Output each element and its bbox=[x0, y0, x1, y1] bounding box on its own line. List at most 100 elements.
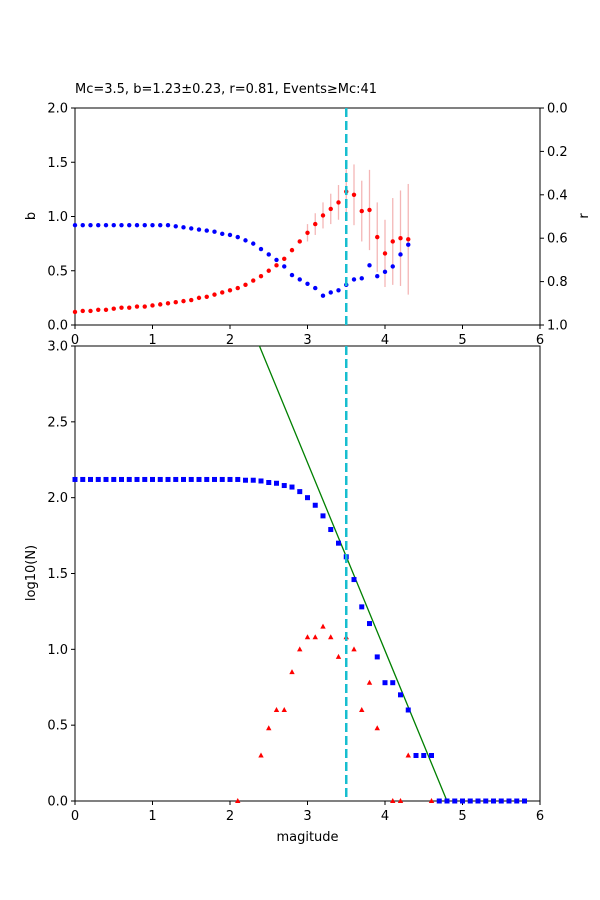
top-right-tick-label: 0.8 bbox=[547, 275, 568, 290]
r-data-point bbox=[88, 222, 93, 228]
cumulative-data-point bbox=[243, 477, 248, 483]
top-panel: Mc=3.5, b=1.23±0.23, r=0.81, Events≥Mc:4… bbox=[24, 82, 592, 348]
noncumulative-data-point bbox=[335, 653, 342, 659]
b-data-point bbox=[196, 295, 202, 301]
r-data-point bbox=[189, 226, 194, 231]
bottom-x-tick-label: 1 bbox=[148, 809, 156, 824]
r-data-point bbox=[266, 252, 271, 257]
r-data-point bbox=[382, 269, 388, 275]
cumulative-data-point bbox=[103, 476, 109, 482]
cumulative-data-point bbox=[95, 476, 101, 482]
b-data-point bbox=[204, 294, 209, 299]
cumulative-data-point bbox=[250, 477, 256, 483]
bottom-x-tick-label: 0 bbox=[71, 809, 79, 824]
top-y-tick-label: 1.0 bbox=[47, 210, 68, 225]
r-data-point bbox=[359, 276, 364, 281]
r-data-point bbox=[251, 241, 256, 246]
cumulative-data-point bbox=[506, 798, 512, 804]
top-x-tick-label: 5 bbox=[458, 333, 466, 348]
cumulative-data-point bbox=[235, 476, 241, 482]
cumulative-data-point bbox=[429, 753, 434, 758]
bottom-y-tick-label: 2.5 bbox=[47, 415, 68, 430]
b-data-point bbox=[258, 273, 264, 279]
bottom-x-tick-label: 5 bbox=[458, 809, 466, 824]
bottom-x-tick-label: 2 bbox=[226, 809, 234, 824]
b-data-point bbox=[181, 298, 186, 304]
cumulative-data-point bbox=[281, 483, 287, 489]
bottom-x-axis-label: magitude bbox=[276, 830, 338, 845]
r-data-point bbox=[127, 222, 132, 228]
top-x-tick-label: 3 bbox=[303, 333, 311, 348]
bottom-fit-line-group bbox=[258, 345, 448, 802]
top-y-axis-label: b bbox=[24, 212, 39, 220]
b-data-point bbox=[173, 300, 178, 305]
cumulative-data-point bbox=[204, 476, 210, 482]
cumulative-data-point bbox=[491, 798, 496, 804]
r-data-point bbox=[336, 288, 341, 293]
r-data-point bbox=[142, 222, 147, 228]
r-data-point bbox=[204, 228, 209, 233]
r-data-point bbox=[305, 281, 310, 286]
cumulative-data-point bbox=[305, 495, 310, 501]
r-data-point bbox=[375, 273, 380, 279]
b-data-point bbox=[243, 282, 248, 288]
noncumulative-data-point bbox=[428, 798, 435, 803]
cumulative-data-point bbox=[266, 480, 272, 485]
b-data-point bbox=[328, 206, 333, 212]
b-data-point bbox=[142, 304, 147, 309]
b-data-point bbox=[103, 307, 109, 313]
top-y-tick-label: 2.0 bbox=[47, 102, 68, 117]
r-data-point bbox=[297, 277, 302, 282]
b-data-point bbox=[320, 213, 326, 218]
bottom-y-tick-label: 1.5 bbox=[47, 567, 68, 582]
cumulative-data-point bbox=[444, 798, 450, 804]
cumulative-data-point bbox=[436, 798, 442, 804]
r-data-point bbox=[96, 222, 101, 228]
r-data-point bbox=[367, 263, 372, 268]
cumulative-data-point bbox=[219, 476, 225, 482]
b-data-point bbox=[80, 308, 85, 314]
bottom-x-ticks: 0 1 2 3 4 5 6 bbox=[71, 801, 544, 824]
r-data-point bbox=[150, 222, 155, 228]
noncumulative-data-point bbox=[390, 798, 396, 803]
noncumulative-data-point bbox=[304, 634, 311, 640]
b-data-point bbox=[72, 309, 78, 315]
b-data-point bbox=[88, 308, 93, 314]
cumulative-data-point bbox=[312, 502, 318, 508]
cumulative-data-point bbox=[80, 476, 86, 482]
r-data-point bbox=[406, 242, 411, 247]
r-data-point bbox=[235, 234, 240, 240]
top-right-tick-label: 1.0 bbox=[547, 319, 568, 334]
noncumulative-data-point bbox=[281, 707, 287, 712]
r-data-point bbox=[320, 293, 326, 298]
cumulative-data-point bbox=[351, 577, 357, 583]
top-right-tick-label: 0.6 bbox=[547, 232, 568, 247]
top-x-tick-label: 1 bbox=[148, 333, 156, 348]
noncumulative-data-point bbox=[320, 623, 326, 629]
cumulative-data-point bbox=[398, 692, 403, 698]
noncumulative-data-point bbox=[351, 646, 357, 652]
bottom-cumulative-series bbox=[72, 476, 527, 804]
noncumulative-data-point bbox=[235, 798, 241, 803]
r-data-point bbox=[165, 222, 171, 228]
cumulative-data-point bbox=[134, 476, 140, 482]
b-data-point bbox=[134, 304, 140, 309]
r-data-point bbox=[103, 222, 109, 228]
cumulative-data-point bbox=[188, 476, 194, 482]
noncumulative-data-point bbox=[312, 634, 318, 640]
cumulative-data-point bbox=[421, 753, 427, 758]
b-data-point bbox=[111, 306, 116, 311]
bottom-y-tick-label: 2.0 bbox=[47, 491, 68, 506]
cumulative-data-point bbox=[88, 476, 93, 482]
noncumulative-data-point bbox=[297, 646, 303, 652]
noncumulative-data-point bbox=[374, 725, 380, 731]
cumulative-data-point bbox=[165, 476, 171, 482]
r-data-point bbox=[351, 277, 357, 282]
r-data-point bbox=[390, 264, 395, 269]
b-data-point bbox=[305, 230, 310, 235]
cumulative-data-point bbox=[413, 753, 419, 758]
top-y-ticks: 0.0 0.5 1.0 1.5 2.0 bbox=[47, 102, 75, 334]
cumulative-data-point bbox=[483, 798, 489, 804]
